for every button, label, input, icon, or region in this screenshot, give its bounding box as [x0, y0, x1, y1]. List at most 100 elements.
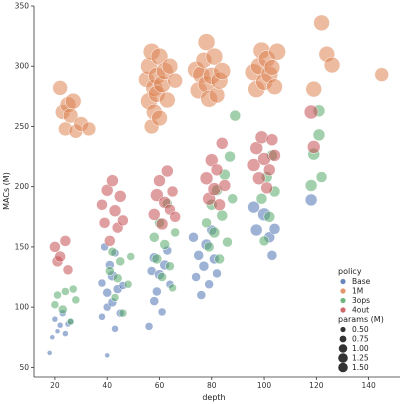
data-point — [198, 260, 210, 272]
data-point — [214, 253, 225, 265]
data-point — [54, 328, 61, 334]
data-point — [304, 193, 318, 207]
y-axis-label: MACs (M) — [2, 172, 11, 210]
data-point — [144, 322, 154, 331]
legend-size-label: 0.50 — [352, 325, 369, 334]
data-point — [81, 121, 97, 137]
data-point — [303, 104, 319, 120]
data-point — [323, 56, 341, 74]
data-point — [247, 200, 260, 214]
data-point — [155, 217, 169, 231]
data-point — [191, 272, 201, 282]
legend-size-marker — [338, 362, 348, 373]
legend-label: 1M — [352, 287, 363, 296]
data-point — [227, 193, 238, 204]
data-point — [260, 181, 273, 195]
data-point — [123, 280, 133, 289]
data-point — [197, 33, 216, 51]
series-base — [46, 193, 318, 359]
data-point — [149, 232, 160, 243]
data-point — [126, 252, 135, 261]
data-point — [51, 315, 59, 323]
legend-swatch — [340, 288, 346, 294]
data-point — [106, 174, 119, 187]
data-point — [159, 239, 170, 250]
data-point — [58, 304, 68, 315]
data-point — [263, 211, 276, 223]
data-point — [210, 163, 224, 177]
legend-size-marker — [339, 335, 347, 343]
data-point — [157, 272, 167, 282]
y-tick-label: 150 — [15, 242, 30, 251]
legend-size-entries: 0.500.751.001.251.50 — [338, 325, 369, 373]
data-point — [104, 352, 110, 359]
legend-label: 4out — [352, 306, 369, 315]
legend-size-label: 0.75 — [352, 335, 369, 344]
data-point — [268, 223, 281, 235]
data-point — [148, 208, 161, 221]
data-point — [167, 72, 183, 89]
data-point — [266, 250, 278, 261]
data-point — [102, 287, 112, 298]
data-point — [168, 283, 177, 293]
x-axis-label: depth — [202, 393, 225, 402]
x-ticks: 20 40 60 80 100 120 140 — [50, 377, 376, 390]
data-point — [165, 261, 175, 271]
legend-hue-title: policy — [338, 267, 362, 276]
data-point — [205, 47, 224, 66]
data-point — [254, 130, 269, 145]
legend-size-label: 1.25 — [352, 354, 369, 363]
data-point — [118, 308, 128, 318]
y-ticks: 50 100 150 200 250 300 350 — [15, 2, 34, 372]
data-point — [151, 253, 163, 265]
x-tick-label: 20 — [50, 381, 60, 390]
data-point — [166, 185, 179, 198]
data-point — [161, 57, 179, 75]
data-point — [117, 214, 129, 227]
legend-size-title: params (M) — [338, 315, 384, 324]
data-point — [252, 171, 266, 185]
data-point — [107, 246, 118, 257]
data-point — [224, 150, 236, 163]
data-point — [46, 350, 53, 356]
legend-size-marker — [338, 344, 348, 353]
data-point — [255, 192, 268, 205]
data-points — [46, 14, 389, 359]
data-point — [56, 321, 64, 329]
data-point — [68, 284, 78, 294]
data-point — [263, 59, 281, 76]
x-tick-label: 80 — [207, 381, 217, 390]
data-point — [111, 325, 119, 333]
data-point — [249, 223, 263, 237]
data-point — [196, 290, 207, 300]
legend-size-label: 1.50 — [352, 363, 369, 372]
data-point — [159, 91, 176, 109]
data-point — [268, 149, 281, 162]
x-tick-label: 60 — [155, 381, 165, 390]
data-point — [315, 171, 328, 183]
legend-size-label: 1.00 — [352, 344, 369, 353]
data-point — [229, 109, 242, 122]
data-point — [304, 179, 318, 192]
data-point — [152, 286, 162, 297]
data-point — [114, 190, 127, 203]
data-point — [157, 307, 167, 317]
data-point — [105, 266, 115, 276]
x-tick-label: 100 — [257, 381, 272, 390]
data-point — [61, 287, 70, 296]
series-1m — [52, 14, 389, 139]
data-point — [112, 273, 123, 283]
data-point — [213, 198, 226, 211]
data-point — [246, 158, 261, 172]
x-tick-label: 40 — [102, 381, 112, 390]
data-point — [312, 128, 326, 142]
data-point — [151, 109, 168, 127]
data-point — [52, 80, 68, 96]
y-tick-label: 100 — [15, 303, 30, 312]
data-point — [266, 78, 283, 95]
data-point — [169, 211, 181, 223]
data-point — [201, 217, 212, 229]
y-tick-label: 350 — [15, 2, 30, 11]
